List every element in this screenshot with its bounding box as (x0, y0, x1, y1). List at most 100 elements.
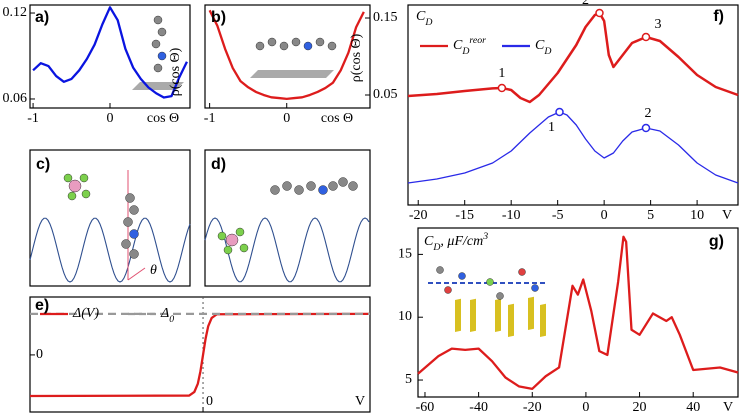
surface-wave (29, 217, 191, 283)
annotation: 1 (498, 66, 505, 81)
atom (486, 278, 494, 286)
panel-frame (407, 4, 739, 206)
x-axis-label: V (722, 208, 732, 223)
panel: d) (204, 149, 371, 287)
atom (239, 243, 249, 253)
y-tick-label: 10 (398, 309, 412, 324)
atom (68, 179, 82, 193)
panel-label: c) (36, 156, 50, 173)
series-line (417, 235, 739, 390)
x-tick-label: 40 (686, 400, 700, 415)
atom (125, 193, 135, 203)
x-tick-label: -5 (552, 208, 564, 223)
panel-label: g) (709, 233, 724, 250)
atom (79, 173, 89, 183)
legend-label: CDreor (453, 35, 486, 57)
point-marker (555, 107, 564, 117)
series-line (32, 6, 188, 99)
x-axis-label: V (723, 400, 733, 415)
atom (151, 39, 161, 49)
panel-title: CD, μF/cm3 (424, 231, 488, 253)
atom (458, 272, 466, 280)
x-tick-label: -20 (409, 208, 428, 223)
y-tick-label: 0.15 (373, 10, 398, 25)
surface-plate (250, 70, 334, 78)
slab (495, 298, 501, 332)
x-tick-label: 5 (647, 208, 654, 223)
slab (528, 296, 534, 330)
x-tick-label: 0 (582, 400, 589, 415)
panel-frame (29, 149, 191, 287)
atom (270, 185, 280, 195)
atom (81, 189, 91, 199)
atom (327, 41, 337, 51)
atom (153, 15, 163, 25)
x-tick-label: -60 (416, 400, 435, 415)
legend-label: CD (535, 38, 551, 57)
x-tick-label: 10 (690, 208, 704, 223)
y-tick-label: 0.12 (3, 5, 28, 20)
panel: -60 -40 -20 0 20 40 5 10 15 V CD, μF/cm3 g) (398, 227, 739, 415)
panel: -20 -15 -10 -5 0 5 10 1 2 3 1 2 CDreor CD V CD f) (407, 0, 739, 223)
x-tick-label: 0 (283, 111, 290, 126)
atom (123, 217, 133, 227)
atom (67, 191, 77, 201)
x-tick-label: -15 (455, 208, 474, 223)
panel: θ c) (29, 149, 191, 287)
point-marker (641, 32, 651, 42)
atom (129, 249, 139, 259)
y-axis-label: ρ(cos Θ) (168, 47, 183, 96)
atom (436, 266, 444, 274)
atom (291, 37, 301, 47)
atom (129, 205, 139, 215)
atom (225, 233, 239, 247)
atom (157, 27, 167, 37)
series-line (407, 111, 739, 184)
panel-frame (204, 149, 371, 287)
y-tick-label: 15 (398, 247, 412, 262)
legend-label: Δ(V) (72, 306, 99, 321)
atom (63, 173, 73, 183)
slab (470, 298, 476, 332)
x-tick-label: -1 (27, 111, 39, 126)
atom (121, 239, 131, 249)
panel-label: d) (211, 156, 226, 173)
annotation: 3 (654, 17, 661, 32)
atom (282, 181, 292, 191)
atom (531, 284, 539, 292)
surface-wave (204, 217, 370, 283)
atom (255, 41, 265, 51)
legend-label: Δ0 (160, 306, 174, 325)
atom (518, 268, 526, 276)
y-tick-label: 0.05 (373, 87, 398, 102)
atom (496, 292, 504, 300)
annotation: 2 (644, 106, 651, 121)
x-tick-label: -10 (502, 208, 521, 223)
atom (129, 229, 139, 239)
x-tick-label: 0 (107, 111, 114, 126)
atom (223, 245, 233, 255)
panel-title: CD (416, 9, 432, 28)
x-tick-label: -1 (204, 111, 216, 126)
atom (328, 181, 338, 191)
panel-label: b) (211, 9, 226, 26)
atom (267, 37, 277, 47)
annotation: 1 (548, 120, 555, 135)
point-marker (641, 123, 651, 133)
atom (444, 286, 452, 294)
atom (318, 185, 328, 195)
panel-frame (417, 227, 739, 398)
y-tick-label: 0.06 (3, 91, 28, 106)
annotation: 2 (582, 0, 589, 8)
x-tick-label: -40 (469, 400, 488, 415)
atom (235, 227, 245, 237)
x-axis-label: V (355, 394, 365, 409)
y-tick-label: 0 (36, 347, 43, 362)
atom (306, 181, 316, 191)
x-tick-label: 0 (601, 208, 608, 223)
x-tick-label: 20 (633, 400, 647, 415)
x-axis-label: cos Θ (147, 111, 179, 126)
series-line (407, 11, 739, 104)
point-marker (595, 8, 604, 18)
panel-label: e) (35, 297, 49, 314)
